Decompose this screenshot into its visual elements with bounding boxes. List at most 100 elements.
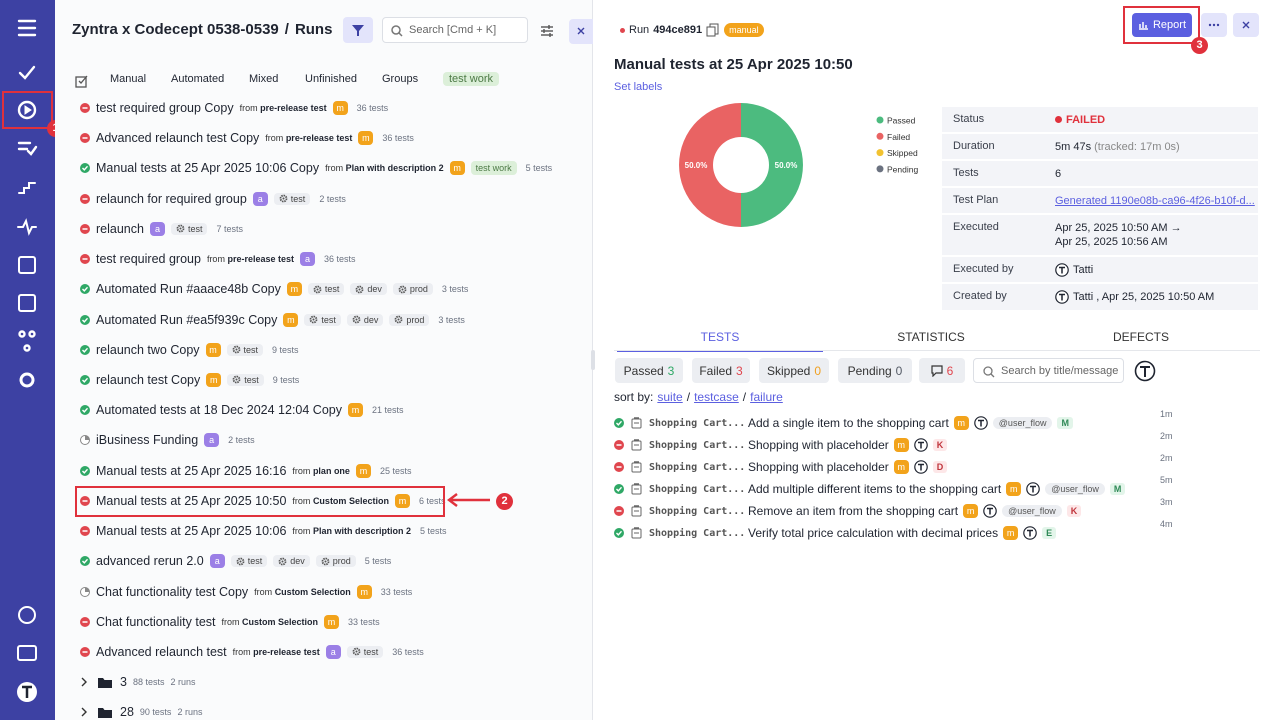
env-chip: test [273,192,311,205]
resize-handle[interactable] [591,350,595,370]
set-labels-link[interactable]: Set labels [614,81,663,93]
sort-label: sort by: [614,390,654,404]
filter-button[interactable]: Failed 3 [692,358,750,383]
run-label: a [209,554,225,569]
run-row[interactable]: test required group from pre-release test… [80,248,356,270]
sort-option[interactable]: testcase [694,390,739,404]
run-tab[interactable]: Manual [110,73,147,85]
run-tab[interactable]: Unfinished [305,73,357,85]
sort-option[interactable]: suite [657,390,683,404]
status-icon [80,163,90,174]
run-row[interactable]: Manual tests at 25 Apr 2025 10:50 from Cu… [80,490,445,512]
folder-row[interactable]: 28 90 tests 2 runs [80,701,202,723]
info-row: Duration 5m 47s (tracked: 17m 0s) [942,134,1258,161]
env-name: test [187,223,203,234]
report-button[interactable]: Report [1132,13,1192,37]
status-icon [80,133,90,144]
run-title: Automated Run #ea5f939c Copy [96,312,278,327]
run-row[interactable]: Advanced relaunch test Copy from pre-rele… [80,127,414,149]
test-time: 2m [1160,431,1173,441]
filter-button[interactable]: Skipped 0 [759,358,829,383]
sort-bar: sort by: suite / testcase / failure [614,390,783,404]
run-row[interactable]: Automated Run #aaace48b Copy m test dev prod… [80,278,468,300]
runs-panel [55,0,593,720]
run-row[interactable]: relaunch a test 7 tests [80,218,243,240]
test-body: Add multiple different items to the shop… [748,482,1126,496]
run-row[interactable]: Advanced relaunch test from pre-release t… [80,641,424,663]
detail-tab[interactable]: TESTS [617,330,823,352]
value-text[interactable]: Generated 1190e08b-ca96-4f26-b10f-d... [1055,195,1255,207]
comments-button[interactable]: 6 [919,358,965,383]
info-key: Created by [953,290,1007,302]
test-count: 36 tests [324,254,356,265]
env-chip: test [226,343,264,356]
test-row[interactable]: Shopping Cart... Add a single item to the… [614,409,1174,433]
close-button[interactable] [1233,13,1259,37]
filter-label: Pending [847,363,892,378]
run-tab[interactable]: Groups [382,73,419,85]
source-name: pre-release test [253,646,320,657]
run-tab[interactable]: test work [443,72,500,86]
search-box[interactable]: Search [Cmd + K] [382,17,528,43]
filter-button[interactable] [343,17,373,43]
test-search[interactable]: Search by title/message [973,358,1124,383]
filter-label: Skipped [766,363,811,378]
project-name[interactable]: Zyntra x Codecept 0538-0539 [72,21,279,38]
settings-icon[interactable] [539,23,555,39]
pie-slice [679,103,741,227]
info-row: Created by Tatti , Apr 25, 2025 10:50 AM [942,284,1258,312]
run-id: 494ce891 [653,24,703,36]
run-row[interactable]: relaunch two Copy m test 9 tests [80,339,299,361]
close-panel-button[interactable] [569,19,593,44]
test-label: m [893,438,909,452]
test-row[interactable]: Shopping Cart... Remove an item from the … [614,497,1174,521]
run-title: relaunch for required group [96,191,247,206]
run-row[interactable]: advanced rerun 2.0 a test dev prod 5 tests [80,550,391,572]
filter-count: 0 [814,363,822,378]
run-label: a [325,644,341,659]
info-value: 5m 47s (tracked: 17m 0s) [1055,140,1180,159]
from-word: from [221,616,240,627]
filter-button[interactable]: Passed 3 [615,358,683,383]
run-row[interactable]: relaunch test Copy m test 9 tests [80,369,299,391]
folder-row[interactable]: 3 88 tests 2 runs [80,671,196,693]
run-tab[interactable]: Automated [171,73,225,85]
run-row[interactable]: test required group Copy from pre-release… [80,97,388,119]
test-count: 2 tests [319,193,346,204]
test-row[interactable]: Shopping Cart... Shopping with placeholde… [614,431,1174,455]
run-title: Advanced relaunch test Copy [96,131,260,146]
case-icon [631,505,649,517]
run-row[interactable]: Automated tests at 18 Dec 2024 12:04 Cop… [80,399,404,421]
run-row[interactable]: iBusiness Funding a 2 tests [80,429,255,451]
user-filter-icon[interactable] [1134,360,1156,382]
detail-tab[interactable]: STATISTICS [897,330,965,344]
select-icon[interactable] [75,74,89,88]
test-row[interactable]: Shopping Cart... Verify total price calcu… [614,519,1174,543]
run-row[interactable]: Chat functionality test from Custom Selec… [80,611,380,633]
copy-icon[interactable] [706,23,720,37]
run-row[interactable]: Manual tests at 25 Apr 2025 10:06 from Pl… [80,520,446,542]
test-suite: Shopping Cart... [649,527,746,539]
legend-swatch [876,165,884,173]
run-row[interactable]: Automated Run #ea5f939c Copy m test dev prod… [80,309,465,331]
run-row[interactable]: Manual tests at 25 Apr 2025 10:06 Copy fr… [80,157,552,179]
folder-runs: 2 runs [170,677,196,687]
test-row[interactable]: Shopping Cart... Add multiple different i… [614,475,1174,499]
run-row[interactable]: Chat functionality test Copy from Custom … [80,581,412,603]
more-button[interactable] [1201,13,1227,37]
from-word: from [325,163,344,174]
detail-tab[interactable]: DEFECTS [1112,330,1169,344]
env-chip: dev [350,283,387,296]
case-icon [631,461,649,473]
run-label: a [252,191,268,206]
env-chip: dev [273,555,310,568]
run-tab[interactable]: Mixed [249,73,279,85]
test-count: 33 tests [348,616,380,627]
filter-button[interactable]: Pending 0 [838,358,912,383]
test-row[interactable]: Shopping Cart... Shopping with placeholde… [614,453,1174,477]
sort-option[interactable]: failure [750,390,783,404]
run-row[interactable]: relaunch for required group a test 2 tests [80,188,346,210]
run-row[interactable]: Manual tests at 25 Apr 2025 16:16 from pl… [80,460,411,482]
env-name: dev [290,556,305,567]
run-title: Chat functionality test [96,614,216,629]
